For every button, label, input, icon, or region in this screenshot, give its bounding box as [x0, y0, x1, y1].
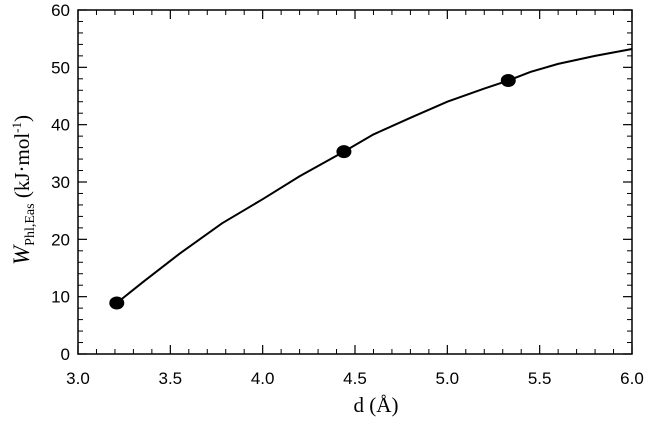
data-point-marker	[336, 145, 352, 159]
minor-ticks	[78, 10, 632, 354]
y-tick-label: 40	[51, 116, 70, 135]
y-axis-unit-open: (kJ·mol	[10, 133, 34, 204]
y-tick-labels: 0 10 20 30 40 50 60	[51, 1, 70, 364]
x-tick-label: 6.0	[620, 369, 644, 388]
y-tick-label: 20	[51, 230, 70, 249]
y-axis-symbol: W	[9, 244, 34, 265]
y-axis-unit-exp: -1	[9, 122, 24, 133]
y-tick-label: 50	[51, 58, 70, 77]
y-axis-title: WPhl,Eas (kJ·mol-1)	[9, 115, 38, 265]
x-tick-label: 4.5	[343, 369, 367, 388]
data-point-marker	[109, 296, 125, 310]
y-axis-subscript: Phl,Eas	[23, 203, 38, 245]
y-axis-unit-close: )	[10, 115, 34, 122]
major-ticks	[77, 9, 633, 355]
y-tick-label: 10	[51, 288, 70, 307]
x-tick-label: 3.0	[66, 369, 90, 388]
series-line	[116, 48, 633, 304]
series-markers	[109, 74, 516, 310]
x-tick-label: 5.0	[436, 369, 460, 388]
x-axis-title: d (Å)	[354, 393, 399, 417]
x-tick-label: 3.5	[159, 369, 183, 388]
x-tick-label: 5.5	[528, 369, 552, 388]
data-point-marker	[500, 74, 516, 88]
plot-frame	[77, 9, 633, 355]
y-tick-label: 30	[51, 173, 70, 192]
x-tick-label: 4.0	[251, 369, 275, 388]
x-tick-labels: 3.0 3.5 4.0 4.5 5.0 5.5 6.0	[66, 369, 644, 388]
y-tick-label: 60	[51, 1, 70, 20]
y-tick-label: 0	[61, 345, 70, 364]
